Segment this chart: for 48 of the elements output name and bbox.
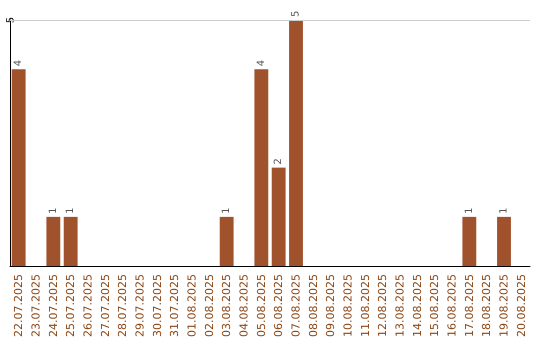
bar [272, 168, 286, 266]
data-label: 2 [273, 158, 284, 165]
data-label: 1 [65, 207, 76, 214]
x-tick-label: 26.07.2025 [82, 274, 94, 338]
data-label: 1 [498, 207, 510, 214]
x-tick-label: 06.08.2025 [272, 274, 286, 338]
x-tick-label: 24.07.2025 [46, 274, 60, 338]
bar [12, 69, 26, 266]
x-tick-label: 23.07.2025 [30, 274, 42, 338]
data-label: 1 [221, 207, 232, 214]
data-label: 4 [256, 60, 267, 66]
x-tick-label: 25.07.2025 [64, 274, 78, 338]
x-tick-label: 22.07.2025 [12, 274, 26, 338]
x-tick-label: 07.08.2025 [290, 274, 302, 338]
x-tick-label: 28.07.2025 [116, 274, 130, 338]
bar [289, 20, 303, 266]
x-tick-label: 08.08.2025 [306, 274, 320, 338]
x-tick-label: 17.08.2025 [462, 274, 476, 338]
x-tick-label: 14.08.2025 [410, 274, 424, 338]
x-tick-label: 01.08.2025 [186, 274, 198, 338]
x-tick-label: 15.08.2025 [428, 274, 442, 338]
x-tick-label: 31.07.2025 [168, 274, 182, 338]
x-tick-label: 19.08.2025 [498, 274, 510, 338]
data-label: 1 [464, 207, 475, 214]
x-tick-label: 11.08.2025 [358, 274, 372, 338]
data-label: 5 [290, 10, 302, 17]
x-tick-label: 04.08.2025 [238, 274, 250, 338]
bar [497, 216, 511, 266]
x-tick-label: 16.08.2025 [446, 274, 458, 338]
x-tick-label: 05.08.2025 [254, 274, 268, 338]
x-tick-label: 03.08.2025 [220, 274, 234, 338]
x-tick-label: 09.08.2025 [324, 274, 338, 338]
x-tick-label: 18.08.2025 [480, 274, 494, 338]
bar [254, 69, 268, 266]
x-tick-label: 13.08.2025 [394, 274, 406, 338]
bar [220, 216, 234, 266]
bar [64, 216, 78, 266]
x-tick-label: 27.07.2025 [98, 274, 112, 338]
x-tick-label: 10.08.2025 [342, 274, 354, 338]
data-label: 4 [13, 60, 24, 66]
x-tick-label: 02.08.2025 [202, 274, 216, 338]
bar [46, 216, 60, 266]
data-label: 1 [48, 207, 59, 214]
x-tick-label: 29.07.2025 [134, 274, 146, 338]
bar [462, 216, 476, 266]
x-tick-label: 20.08.2025 [514, 274, 528, 338]
x-tick-label: 12.08.2025 [376, 274, 390, 338]
x-tick-label: 30.07.2025 [150, 274, 164, 338]
